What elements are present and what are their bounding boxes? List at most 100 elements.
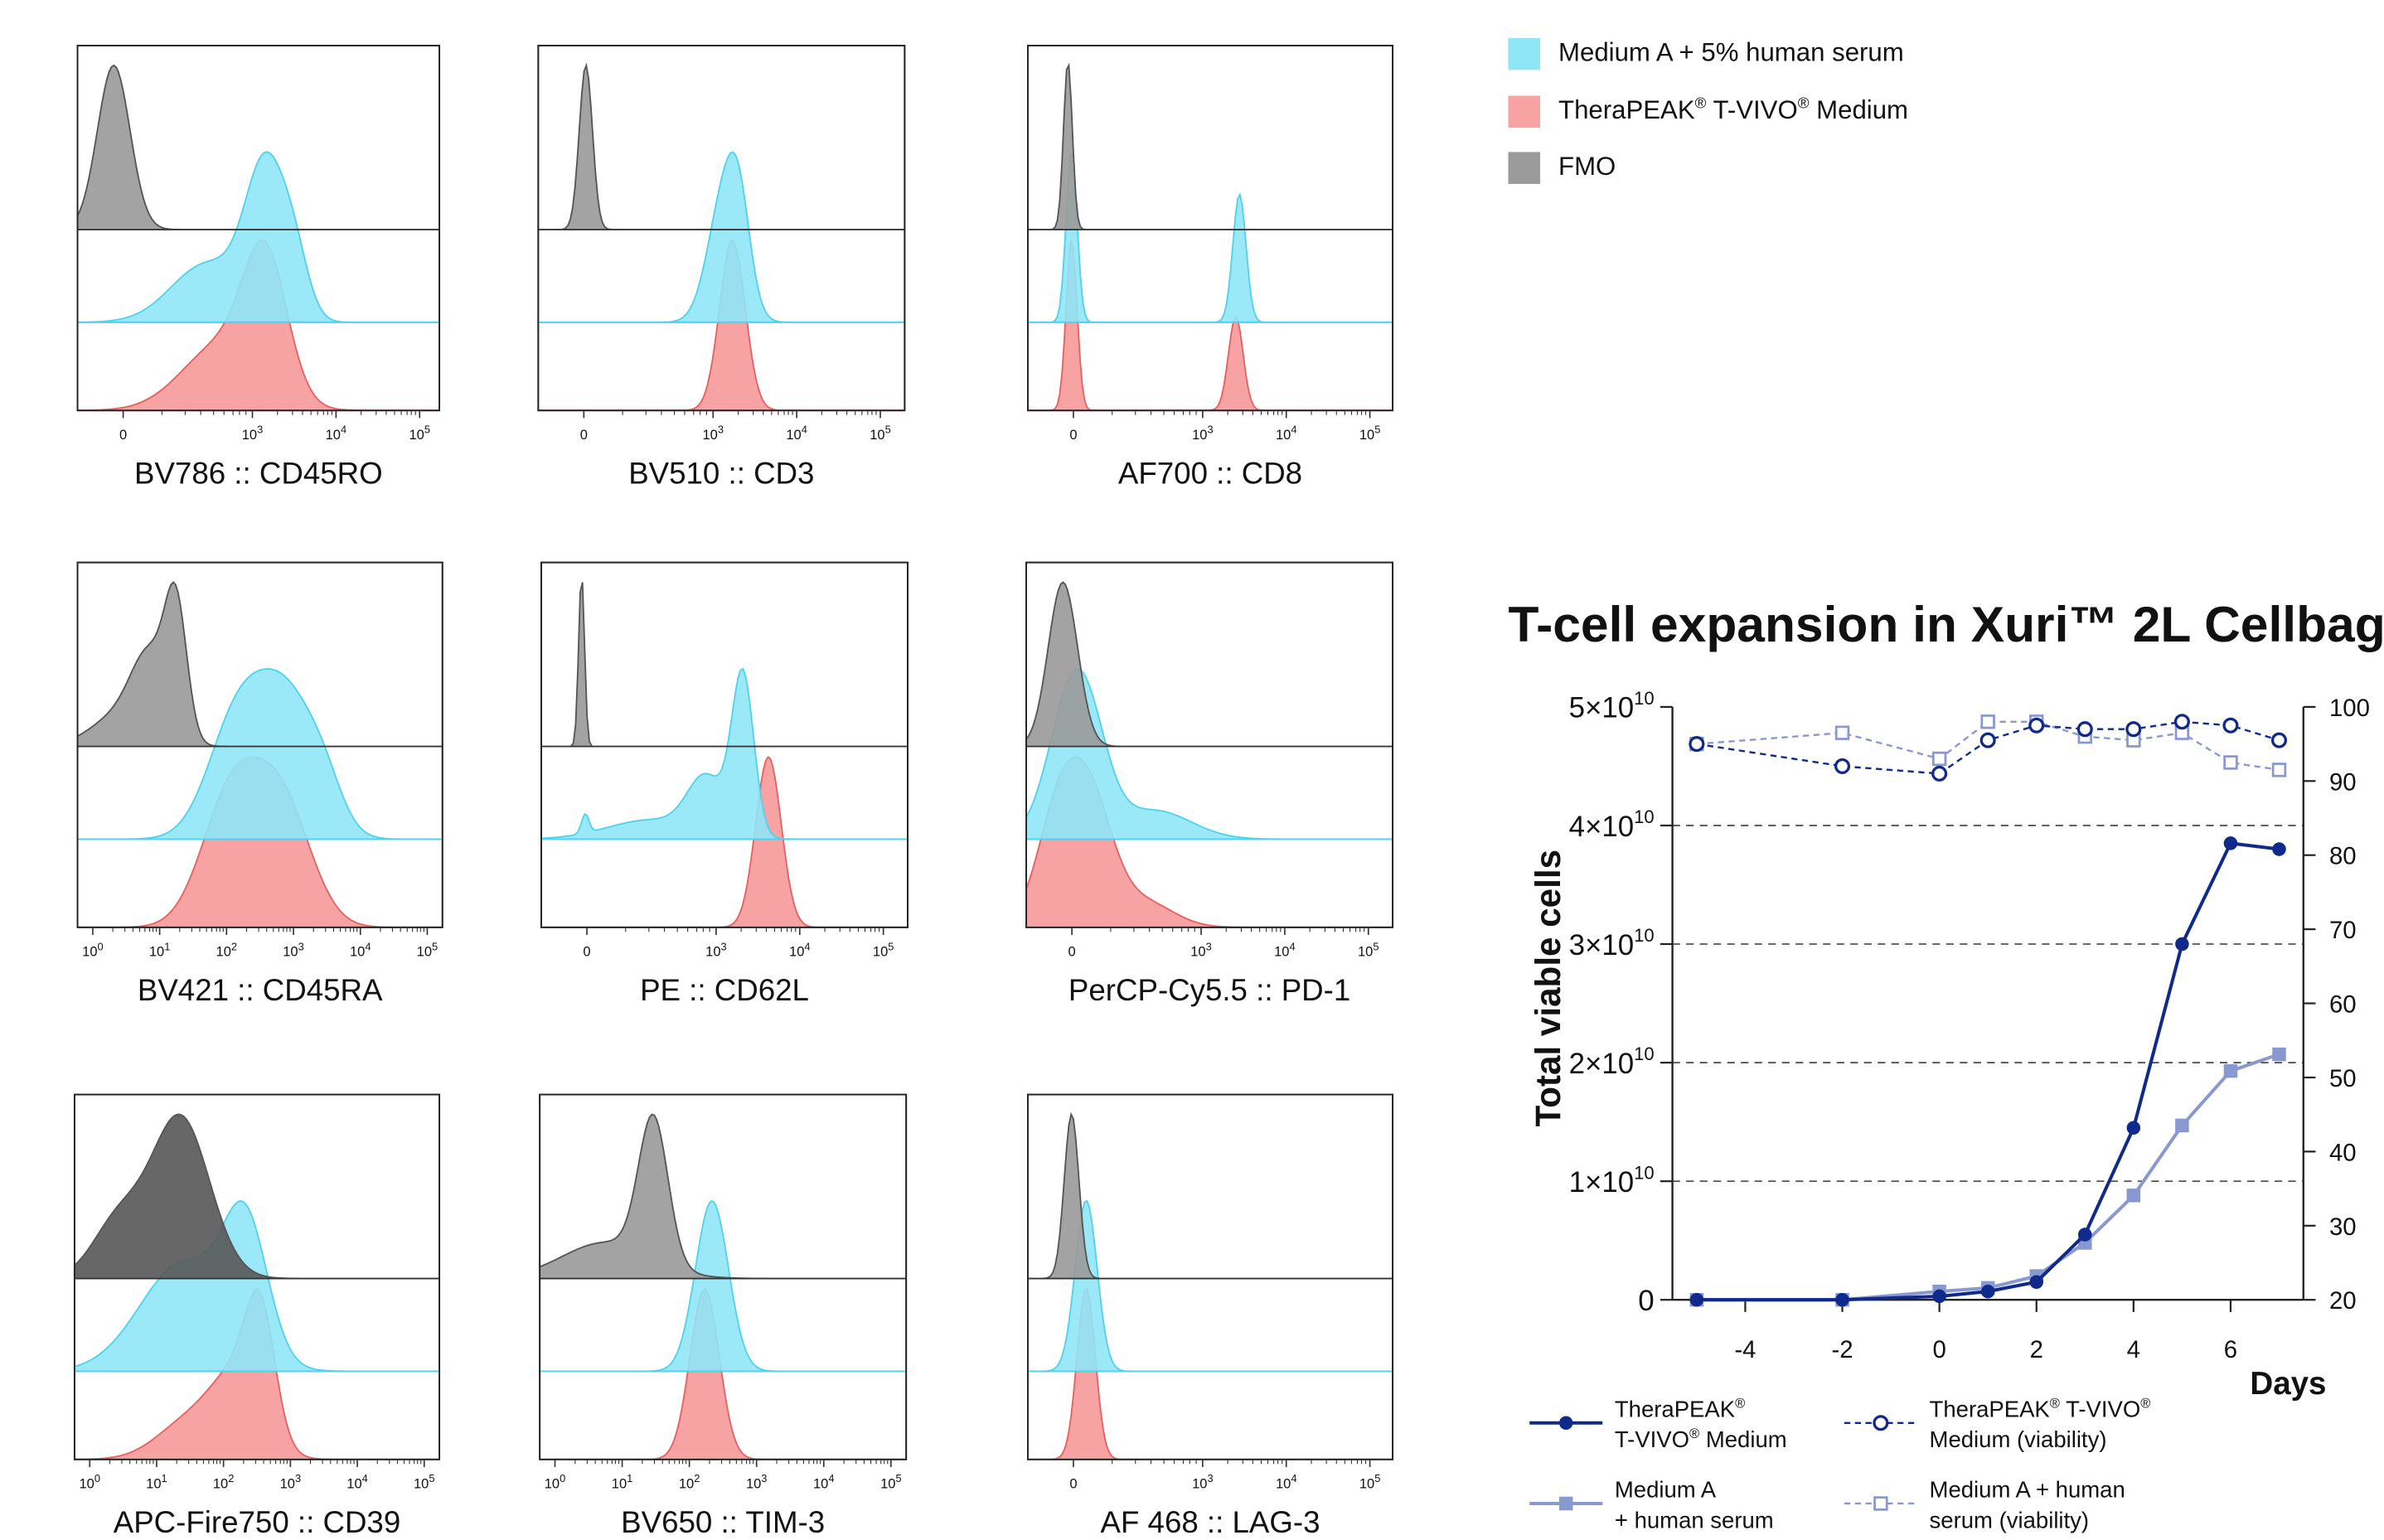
tick-label: 102 <box>216 940 238 959</box>
y-tick-label: 2×1010 <box>1569 1044 1655 1080</box>
data-point <box>1834 725 1850 740</box>
tick-label: 103 <box>705 940 727 959</box>
tick-label: 103 <box>1190 940 1211 959</box>
tick-label: 105 <box>873 940 894 959</box>
x-axis-title: Days <box>2250 1366 2326 1402</box>
expansion-chart: T-cell expansion in Xuri™ 2L Cellbag 0 1×1… <box>1509 596 2384 1402</box>
histogram-axis-label: AF 468 :: LAG-3 <box>1101 1505 1320 1539</box>
y-tick-label: 0 <box>1638 1285 1654 1317</box>
x-tick-label: 0 <box>1932 1336 1945 1363</box>
tick-label: 101 <box>146 1472 167 1491</box>
panel-border <box>1026 45 1394 412</box>
panel-border <box>539 1093 908 1460</box>
panel-border <box>537 45 906 412</box>
x-tick-label: 2 <box>2030 1336 2043 1363</box>
chart-legend-item: TheraPEAK® T-VIVO® Medium (viability) <box>1844 1396 2151 1452</box>
tick-label: 103 <box>746 1472 767 1491</box>
data-point <box>1931 765 1948 782</box>
tick-label: 103 <box>242 424 263 443</box>
legend-line1: TheraPEAK® T-VIVO® <box>1930 1396 2151 1421</box>
histogram-axis-label: APC-Fire750 :: CD39 <box>114 1505 400 1539</box>
data-point <box>2272 1047 2286 1062</box>
y-tick-label: 4×1010 <box>1569 806 1655 843</box>
series-polyline <box>1696 720 2280 771</box>
data-point <box>2223 755 2238 770</box>
legend-label: TheraPEAK® T-VIVO® Medium <box>1558 94 1908 124</box>
data-point <box>2078 1228 2092 1242</box>
series-line-2 <box>1689 714 2288 782</box>
tick-label: 100 <box>82 940 104 959</box>
tick-label: 104 <box>813 1472 835 1491</box>
y2-tick-label: 90 <box>2329 768 2357 796</box>
data-point <box>1689 1292 1704 1307</box>
chart-legend-item: Medium A + human serum (viability) <box>1844 1477 2125 1533</box>
tick-label: 103 <box>702 424 723 443</box>
y2-tick-label: 70 <box>2329 917 2357 944</box>
tick-label: 101 <box>612 1472 633 1491</box>
panel-border <box>1026 1093 1394 1460</box>
y2-tick-label: 20 <box>2329 1287 2357 1315</box>
tick-label: 102 <box>679 1472 700 1491</box>
chart-legend-item: Medium A + human serum <box>1529 1477 1774 1533</box>
data-point <box>1558 1496 1573 1511</box>
tick-label: 0 <box>1069 1477 1077 1492</box>
tick-label: 0 <box>583 945 590 960</box>
tick-label: 0 <box>1068 945 1076 960</box>
tick-label: 104 <box>1274 940 1296 959</box>
panel-border <box>540 561 909 928</box>
y2-tick-label: 40 <box>2329 1139 2357 1166</box>
tick-label: 105 <box>414 1472 434 1491</box>
data-point <box>1558 1416 1573 1431</box>
y-tick-label: 3×1010 <box>1569 925 1655 961</box>
data-point <box>1980 714 1995 729</box>
tick-label: 105 <box>880 1472 902 1491</box>
tick-label: 0 <box>1069 428 1077 443</box>
chart-legend-item: TheraPEAK® T-VIVO® Medium <box>1529 1396 1787 1452</box>
top-legend-item: TheraPEAK® T-VIVO® Medium <box>1508 94 1908 128</box>
legend-line1: Medium A <box>1615 1477 1717 1503</box>
data-point <box>2270 732 2288 748</box>
legend-line1: TheraPEAK® <box>1615 1396 1745 1421</box>
series-polyline <box>1696 841 2280 1302</box>
series-polyline <box>1696 720 2280 775</box>
data-point <box>2272 842 2286 856</box>
tick-label: 105 <box>870 424 891 443</box>
top-legend-item: Medium A + 5% human serum <box>1508 37 1904 70</box>
tick-label: 0 <box>119 428 127 443</box>
tick-label: 105 <box>1359 424 1380 443</box>
tick-label: 104 <box>346 1472 368 1491</box>
tick-label: 102 <box>213 1472 235 1491</box>
tick-label: 104 <box>326 424 347 443</box>
data-point <box>1835 1292 1849 1307</box>
tick-label: 101 <box>149 940 171 959</box>
tick-label: 104 <box>1276 424 1297 443</box>
x-tick-label: 6 <box>2224 1336 2237 1363</box>
tick-label: 103 <box>280 1472 302 1491</box>
data-point <box>2028 717 2045 734</box>
legend-swatch <box>1508 95 1541 128</box>
legend-line2: T-VIVO® Medium <box>1615 1426 1787 1452</box>
x-tick-label: -4 <box>1734 1336 1756 1363</box>
series-line-1 <box>1689 1047 2286 1307</box>
tick-label: 105 <box>1359 1472 1380 1491</box>
top-legend: Medium A + 5% human serum TheraPEAK® T-VI… <box>1508 37 1908 184</box>
legend-label: FMO <box>1558 152 1616 181</box>
data-point <box>2271 763 2287 777</box>
y-tick-label: 1×1010 <box>1569 1162 1655 1199</box>
data-point <box>2175 937 2189 952</box>
histogram-axis-label: PE :: CD62L <box>640 973 809 1007</box>
series-polyline <box>1696 1053 2280 1302</box>
tick-label: 103 <box>283 940 304 959</box>
y2-tick-label: 100 <box>2329 695 2370 722</box>
x-tick-label: 4 <box>2127 1336 2140 1363</box>
data-point <box>1980 1284 1995 1299</box>
data-point <box>2175 1118 2189 1133</box>
panel-border <box>1025 561 1394 928</box>
